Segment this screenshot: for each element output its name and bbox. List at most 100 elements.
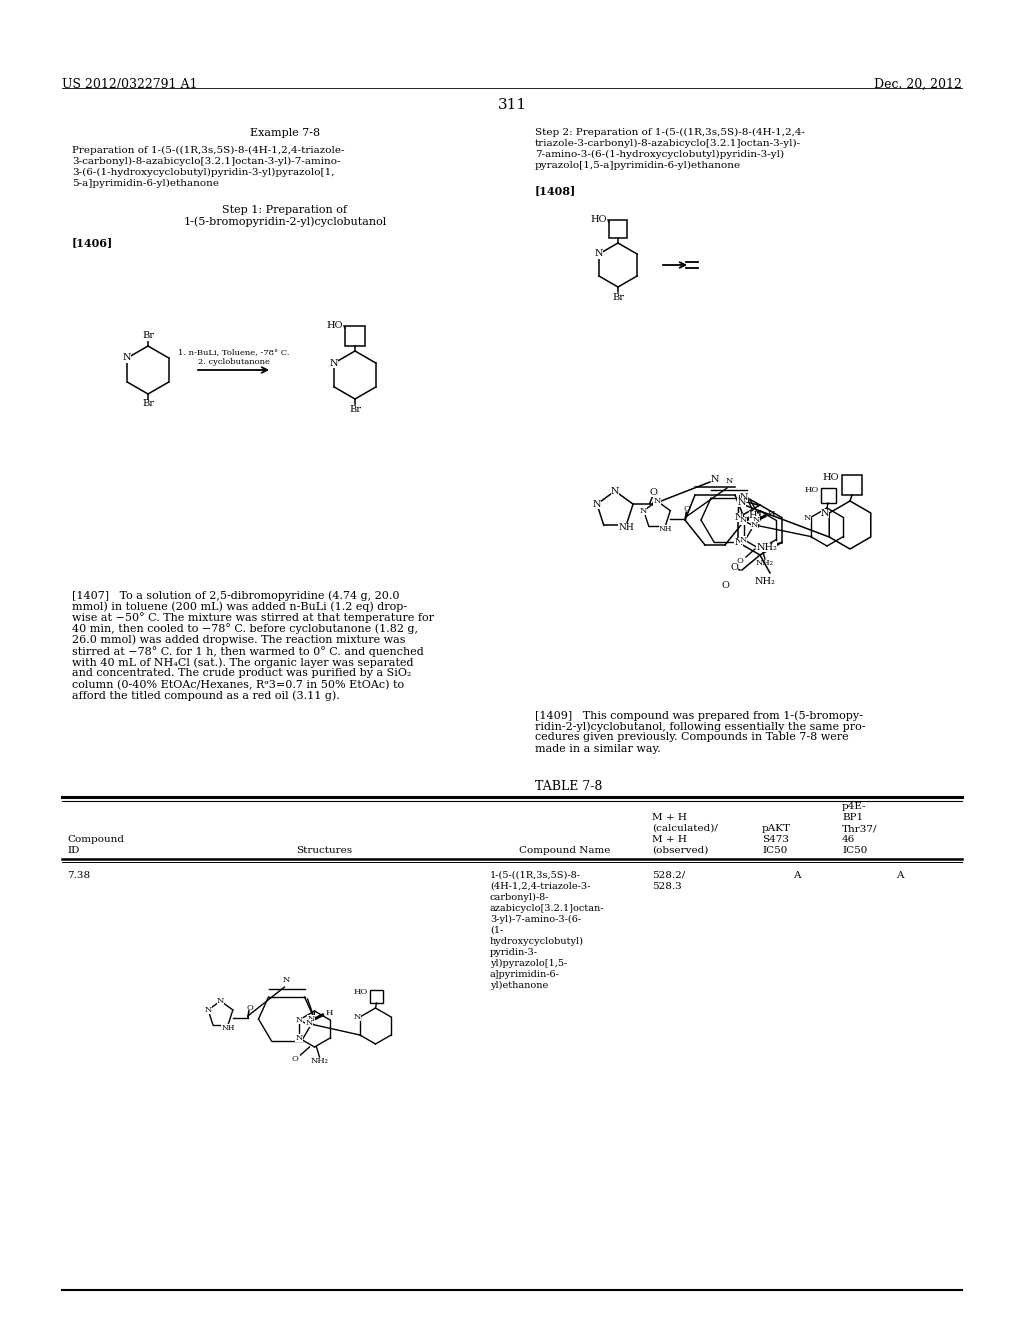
Text: mmol) in toluene (200 mL) was added n-BuLi (1.2 eq) drop-: mmol) in toluene (200 mL) was added n-Bu… — [72, 601, 408, 611]
Bar — [609, 220, 627, 238]
Text: [1407]   To a solution of 2,5-dibromopyridine (4.74 g, 20.0: [1407] To a solution of 2,5-dibromopyrid… — [72, 590, 399, 601]
Text: [1406]: [1406] — [72, 238, 114, 248]
Text: 5-a]pyrimidin-6-yl)ethanone: 5-a]pyrimidin-6-yl)ethanone — [72, 180, 219, 189]
Text: O: O — [721, 581, 729, 590]
Text: M + H: M + H — [652, 836, 687, 843]
Text: Compound: Compound — [67, 836, 124, 843]
Text: N: N — [711, 474, 719, 483]
Text: Br: Br — [349, 404, 361, 413]
Text: N: N — [593, 500, 601, 508]
Text: BP1: BP1 — [842, 813, 863, 822]
Text: N: N — [821, 508, 829, 517]
Text: N: N — [753, 516, 761, 524]
Text: Structures: Structures — [296, 846, 352, 855]
Text: p4E-: p4E- — [842, 803, 866, 810]
Text: N: N — [610, 487, 620, 495]
Text: pyridin-3-: pyridin-3- — [490, 948, 538, 957]
Text: US 2012/0322791 A1: US 2012/0322791 A1 — [62, 78, 198, 91]
Text: NH: NH — [221, 1023, 234, 1031]
Text: hydroxycyclobutyl): hydroxycyclobutyl) — [490, 937, 584, 946]
Text: N: N — [804, 513, 811, 521]
Text: 46: 46 — [842, 836, 855, 843]
Text: IC50: IC50 — [762, 846, 787, 855]
Text: and concentrated. The crude product was purified by a SiO₂: and concentrated. The crude product was … — [72, 668, 412, 678]
Text: N: N — [737, 499, 745, 507]
Text: N: N — [653, 498, 660, 506]
Text: N: N — [640, 507, 647, 515]
Text: 528.2/: 528.2/ — [652, 871, 685, 880]
Text: N: N — [725, 477, 733, 484]
Text: NH: NH — [618, 523, 634, 532]
Text: N: N — [740, 494, 749, 503]
Text: NH₂: NH₂ — [756, 543, 777, 552]
Text: triazole-3-carbonyl)-8-azabicyclo[3.2.1]octan-3-yl)-: triazole-3-carbonyl)-8-azabicyclo[3.2.1]… — [535, 139, 801, 148]
Text: HO: HO — [327, 322, 343, 330]
Text: ridin-2-yl)cyclobutanol, following essentially the same pro-: ridin-2-yl)cyclobutanol, following essen… — [535, 721, 865, 731]
Text: N: N — [353, 1012, 360, 1020]
Text: NH₂: NH₂ — [310, 1057, 329, 1065]
Text: 528.3: 528.3 — [652, 882, 682, 891]
Text: N: N — [123, 354, 131, 363]
Text: H: H — [768, 510, 775, 517]
Text: made in a similar way.: made in a similar way. — [535, 743, 660, 754]
Text: N: N — [734, 513, 742, 521]
Text: Step 1: Preparation of: Step 1: Preparation of — [222, 205, 347, 215]
Text: O: O — [736, 557, 743, 565]
Text: H: H — [749, 511, 758, 520]
Text: 3-carbonyl)-8-azabicyclo[3.2.1]octan-3-yl)-7-amino-: 3-carbonyl)-8-azabicyclo[3.2.1]octan-3-y… — [72, 157, 341, 166]
Bar — [820, 488, 836, 503]
Text: 2. cyclobutanone: 2. cyclobutanone — [198, 358, 269, 366]
Bar — [842, 475, 862, 495]
Text: column (0-40% EtOAc/Hexanes, Rᵅ3=0.7 in 50% EtOAc) to: column (0-40% EtOAc/Hexanes, Rᵅ3=0.7 in … — [72, 680, 404, 690]
Text: N: N — [305, 1019, 312, 1027]
Text: 1. n-BuLi, Toluene, -78° C.: 1. n-BuLi, Toluene, -78° C. — [178, 348, 289, 356]
Text: (observed): (observed) — [652, 846, 709, 855]
Text: M + H: M + H — [652, 813, 687, 822]
Text: Compound Name: Compound Name — [519, 846, 610, 855]
Text: N: N — [330, 359, 339, 367]
Text: 311: 311 — [498, 98, 526, 112]
Text: O: O — [291, 1055, 298, 1063]
Text: N: N — [295, 1016, 303, 1024]
Text: afford the titled compound as a red oil (3.11 g).: afford the titled compound as a red oil … — [72, 690, 340, 701]
Text: (1-: (1- — [490, 927, 504, 935]
Text: Br: Br — [142, 331, 154, 341]
Text: wise at −50° C. The mixture was stirred at that temperature for: wise at −50° C. The mixture was stirred … — [72, 612, 434, 623]
Text: NH: NH — [658, 525, 672, 533]
Text: stirred at −78° C. for 1 h, then warmed to 0° C. and quenched: stirred at −78° C. for 1 h, then warmed … — [72, 645, 424, 657]
Text: Dec. 20, 2012: Dec. 20, 2012 — [874, 78, 962, 91]
Text: [1408]: [1408] — [535, 185, 577, 195]
Text: O: O — [684, 506, 691, 513]
Text: 1-(5-bromopyridin-2-yl)cyclobutanol: 1-(5-bromopyridin-2-yl)cyclobutanol — [183, 216, 387, 227]
Text: ID: ID — [67, 846, 80, 855]
Text: Preparation of 1-(5-((1R,3s,5S)-8-(4H-1,2,4-triazole-: Preparation of 1-(5-((1R,3s,5S)-8-(4H-1,… — [72, 147, 344, 156]
Text: S473: S473 — [762, 836, 790, 843]
Bar — [370, 990, 383, 1003]
Text: N: N — [295, 1034, 303, 1041]
Text: O: O — [247, 1005, 253, 1012]
Text: cedures given previously. Compounds in Table 7-8 were: cedures given previously. Compounds in T… — [535, 733, 849, 742]
Text: N: N — [217, 997, 224, 1005]
Text: HO: HO — [591, 215, 607, 224]
Text: (calculated)/: (calculated)/ — [652, 824, 718, 833]
Text: with 40 mL of NH₄Cl (sat.). The organic layer was separated: with 40 mL of NH₄Cl (sat.). The organic … — [72, 657, 414, 668]
Text: H: H — [326, 1008, 333, 1016]
Text: 1-(5-((1R,3s,5S)-8-: 1-(5-((1R,3s,5S)-8- — [490, 871, 581, 880]
Text: carbonyl)-8-: carbonyl)-8- — [490, 894, 550, 902]
Text: NH₂: NH₂ — [755, 578, 775, 586]
Text: pAKT: pAKT — [762, 824, 791, 833]
Text: 3-(6-(1-hydroxycyclobutyl)pyridin-3-yl)pyrazolo[1,: 3-(6-(1-hydroxycyclobutyl)pyridin-3-yl)p… — [72, 168, 335, 177]
Text: Thr37/: Thr37/ — [842, 824, 878, 833]
Text: HO: HO — [804, 486, 818, 494]
Text: a]pyrimidin-6-: a]pyrimidin-6- — [490, 970, 560, 979]
Text: Br: Br — [142, 400, 154, 408]
Text: yl)pyrazolo[1,5-: yl)pyrazolo[1,5- — [490, 960, 567, 968]
Text: azabicyclo[3.2.1]octan-: azabicyclo[3.2.1]octan- — [490, 904, 604, 913]
Text: (4H-1,2,4-triazole-3-: (4H-1,2,4-triazole-3- — [490, 882, 591, 891]
Text: O: O — [649, 487, 657, 496]
Text: NH₂: NH₂ — [756, 558, 774, 568]
Text: A: A — [794, 871, 801, 880]
Text: N: N — [307, 1015, 314, 1023]
Text: HO: HO — [353, 987, 368, 997]
Text: O: O — [730, 564, 738, 573]
